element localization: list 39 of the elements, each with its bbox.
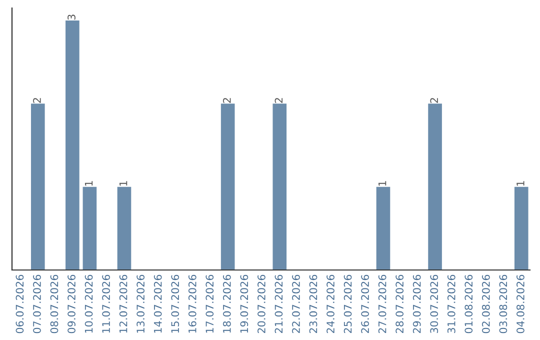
x-tick-label: 30.07.2026 (430, 274, 438, 334)
data-label: 3 (68, 14, 76, 20)
x-tick-label: 19.07.2026 (240, 274, 248, 333)
x-tick-label: 07.07.2026 (33, 274, 41, 334)
x-tick-label: 21.07.2026 (274, 274, 283, 334)
x-tick-label: 24.07.2026 (326, 274, 334, 334)
x-tick-label: 15.07.2026 (171, 274, 180, 333)
x-tick-label: 12.07.2026 (119, 274, 128, 333)
data-label: 1 (378, 181, 386, 186)
x-tick-label: 11.07.2026 (102, 274, 110, 333)
x-tick-label: 18.07.2026 (222, 274, 231, 333)
x-tick-label: 13.07.2026 (136, 274, 145, 333)
x-tick-label: 14.07.2026 (154, 274, 162, 333)
x-tick-label: 02.08.2026 (482, 274, 490, 334)
data-label: 2 (430, 98, 438, 103)
x-tick-label: 06.07.2026 (16, 274, 24, 334)
x-tick-label: 16.07.2026 (188, 274, 196, 333)
x-tick-label: 29.07.2026 (412, 274, 421, 334)
x-tick-label: 01.08.2026 (464, 274, 473, 334)
x-tick-label: 20.07.2026 (258, 274, 266, 334)
x-tick-label: 26.07.2026 (361, 274, 369, 334)
data-label: 2 (222, 98, 231, 103)
x-tick-label: 17.07.2026 (206, 274, 214, 333)
x-tick-label: 31.07.2026 (447, 274, 456, 334)
x-tick-label: 22.07.2026 (292, 274, 300, 334)
x-tick-label: 23.07.2026 (309, 274, 318, 334)
x-tick-label: 03.08.2026 (499, 274, 508, 334)
x-tick-label: 25.07.2026 (344, 274, 352, 334)
x-tick-label: 10.07.2026 (84, 274, 93, 333)
data-label: 2 (274, 98, 283, 103)
data-label: 1 (120, 181, 128, 186)
x-tick-label: 04.08.2026 (516, 274, 524, 334)
x-tick-label: 08.07.2026 (50, 274, 58, 334)
x-tick-label: 28.07.2026 (396, 274, 404, 334)
data-label: 2 (33, 98, 41, 103)
x-tick-label: 27.07.2026 (378, 274, 386, 334)
data-label: 1 (516, 181, 524, 186)
x-tick-label: 09.07.2026 (68, 274, 76, 334)
data-label: 1 (84, 181, 93, 186)
